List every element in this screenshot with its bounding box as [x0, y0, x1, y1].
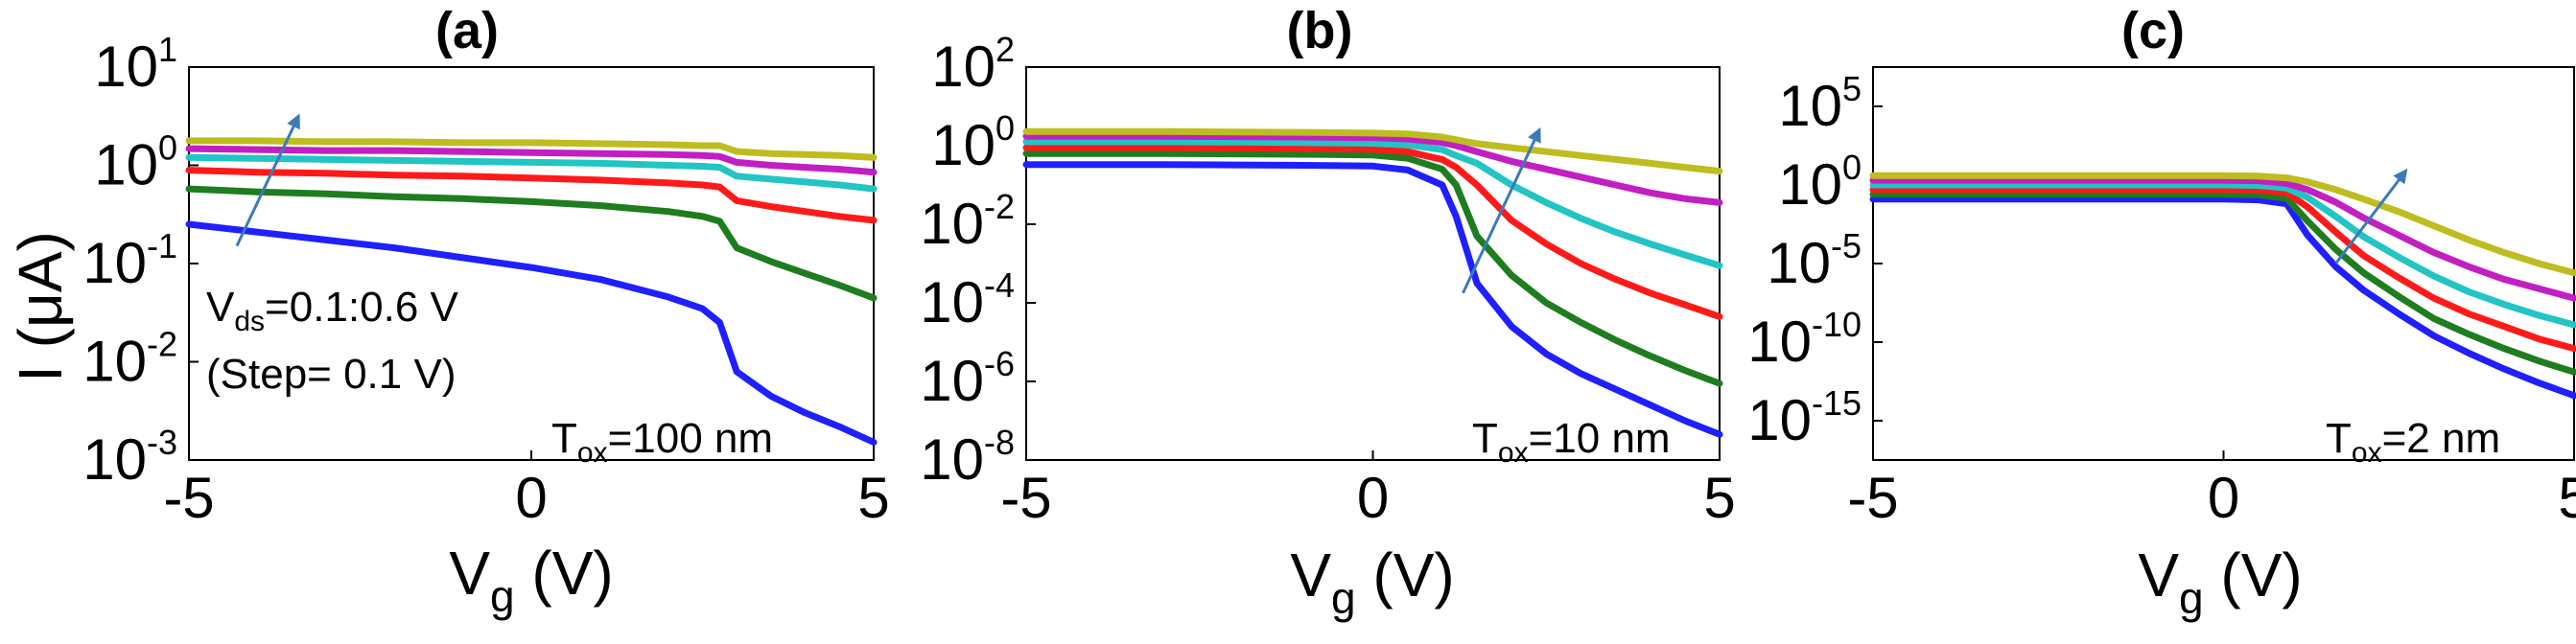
panel-a-y-tick-label: 10-1 — [82, 226, 177, 295]
panel-b-series-2 — [1022, 150, 1723, 387]
panel-a-trend-arrow — [235, 113, 300, 247]
panel-a-series-5 — [185, 145, 878, 176]
panel-c-series-6 — [1869, 172, 2576, 277]
panel-c-series-5 — [1869, 176, 2576, 302]
panel-b-trend-arrow — [1462, 126, 1541, 294]
panel-c-title: (c) — [2121, 2, 2185, 59]
panel-a-x-tick-label: -5 — [163, 466, 214, 530]
panel-c-x-tick-label: 0 — [2208, 466, 2239, 530]
panel-b-series-4 — [1022, 138, 1723, 269]
panel-c-y-tick-label: 100 — [1778, 148, 1862, 217]
panel-b-y-tick-label: 102 — [931, 30, 1015, 99]
panel-c-series-3 — [1869, 186, 2576, 353]
panel-b-x-ticks: -5 0 5 — [1000, 450, 1736, 530]
panel-c-x-tick-label: -5 — [1847, 466, 1898, 530]
panel-c-trend-arrow — [2334, 168, 2408, 264]
panel-a-x-axis-label: Vg (V) — [449, 539, 613, 621]
panel-b-series-6 — [1022, 127, 1723, 175]
panel-b-x-tick-label: -5 — [1000, 466, 1051, 530]
panel-b-series — [1022, 127, 1723, 438]
panel-c-tox-label: Tox=2 nm — [2326, 415, 2500, 469]
panel-b-tox-label: Tox=10 nm — [1472, 415, 1671, 469]
panel-a-y-tick-label: 100 — [94, 128, 177, 197]
panel-c-x-axis-label: Vg (V) — [2138, 540, 2302, 623]
panel-a-tox-label: Tox=100 nm — [551, 415, 773, 469]
panel-a-step-annotation: (Step= 0.1 V) — [206, 351, 456, 398]
panel-b-y-ticks: 102 100 10-2 10-4 10-6 10-8 — [920, 30, 1036, 492]
panel-a-series-6 — [185, 137, 878, 161]
panel-a-series-3 — [185, 167, 878, 224]
panel-a-x-ticks: -5 0 5 — [163, 450, 890, 530]
panel-a-x-tick-label: 0 — [515, 466, 547, 530]
panel-b-y-tick-label: 10-8 — [920, 423, 1015, 492]
panel-b-x-tick-label: 0 — [1357, 466, 1389, 530]
panel-b-x-axis-label: Vg (V) — [1290, 540, 1454, 623]
panel-a-series-1 — [185, 220, 878, 446]
panel-c-y-ticks: 105 100 10-5 10-10 10-15 — [1747, 69, 1883, 452]
panel-c-y-tick-label: 105 — [1778, 69, 1862, 138]
panel-b-y-tick-label: 10-4 — [920, 265, 1015, 334]
panel-b-title: (b) — [1287, 2, 1353, 59]
panel-a-series — [185, 137, 878, 446]
panel-b-y-tick-label: 100 — [931, 108, 1015, 177]
panel-b: (b) 102 100 10-2 10-4 10-6 10-8 -5 0 5 Tox=10 n… — [920, 2, 1735, 623]
panel-c-y-tick-label: 10-10 — [1747, 305, 1862, 374]
panel-c-y-tick-label: 10-5 — [1767, 226, 1862, 295]
panel-b-y-tick-label: 10-2 — [920, 187, 1015, 256]
panel-c-y-tick-label: 10-15 — [1747, 383, 1862, 452]
panel-a-y-tick-label: 10-3 — [82, 423, 177, 492]
panel-a-vds-annotation: Vds=0.1:0.6 V — [206, 284, 459, 337]
panel-b-x-tick-label: 5 — [1703, 466, 1735, 530]
panel-a-x-tick-label: 5 — [857, 466, 889, 530]
panel-a: (a) 101 100 10-1 10-2 10-3 -5 0 5 Vds=0.1:0.6 … — [82, 2, 889, 621]
panel-c-x-tick-label: 5 — [2558, 466, 2576, 530]
panel-c-series-4 — [1869, 181, 2576, 329]
panel-a-y-tick-label: 101 — [94, 30, 177, 99]
panel-c: (c) 105 100 10-5 10-10 10-15 -5 0 5 Tox=2 nm V… — [1747, 2, 2576, 623]
panel-b-series-1 — [1022, 161, 1723, 438]
panel-a-y-tick-label: 10-2 — [82, 325, 177, 394]
panel-c-series-2 — [1869, 191, 2576, 376]
panel-b-y-tick-label: 10-6 — [920, 344, 1015, 413]
panel-a-title: (a) — [435, 2, 499, 59]
panel-a-series-4 — [185, 153, 878, 193]
panel-a-y-ticks: 101 100 10-1 10-2 10-3 — [82, 30, 199, 492]
panel-c-x-ticks: -5 0 5 — [1847, 450, 2576, 530]
panel-a-series-2 — [185, 185, 878, 302]
panel-b-plot-frame — [1025, 66, 1721, 461]
panel-b-series-3 — [1022, 144, 1723, 320]
y-axis-label: I (μA) — [6, 231, 75, 382]
panel-b-series-5 — [1022, 132, 1723, 206]
panel-c-series-1 — [1869, 196, 2576, 400]
panel-c-series — [1869, 172, 2576, 400]
